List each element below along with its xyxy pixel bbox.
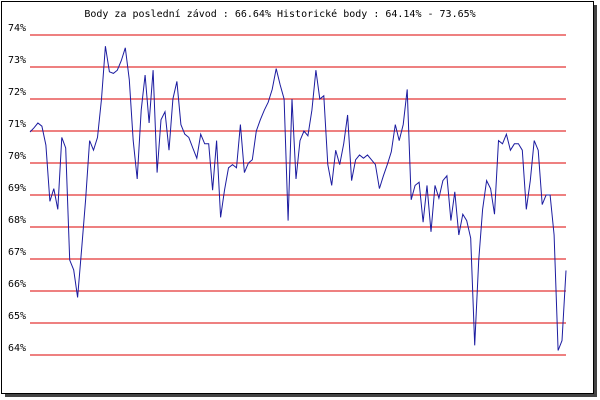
data-line: [29, 46, 567, 351]
y-tick-label: 72%: [8, 87, 26, 98]
y-tick-label: 68%: [8, 215, 26, 226]
y-tick-label: 66%: [8, 279, 26, 290]
y-tick-label: 73%: [8, 55, 26, 66]
y-tick-label: 71%: [8, 119, 26, 130]
chart-title: Body za poslední závod : 66.64% Historic…: [84, 8, 475, 20]
y-tick-label: 69%: [8, 183, 26, 194]
y-tick-label: 70%: [8, 151, 26, 162]
y-tick-label: 65%: [8, 311, 26, 322]
y-tick-label: 64%: [8, 343, 26, 354]
y-tick-label: 74%: [8, 23, 26, 34]
frame: [1, 1, 594, 394]
y-tick-label: 67%: [8, 247, 26, 258]
